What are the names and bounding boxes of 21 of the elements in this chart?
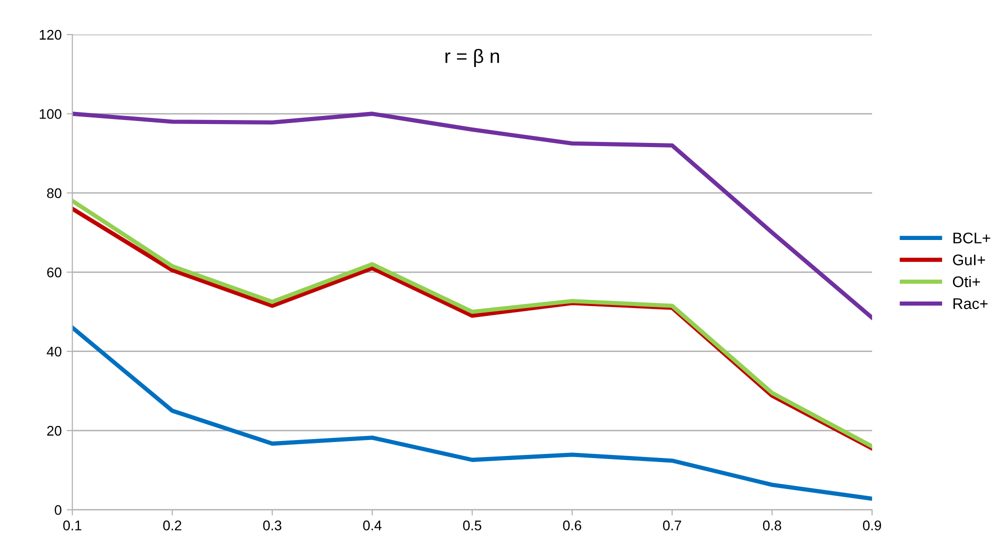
x-tick-label: 0.8 [763,520,782,530]
y-tick-label: 80 [47,188,62,198]
y-tick-label: 0 [54,505,62,515]
x-tick-label: 0.7 [663,520,682,530]
text: r = β n [445,48,499,67]
y-tick-label: 60 [47,267,62,278]
legend-label: Rac+ [953,298,988,310]
x-tick-label: 0.5 [463,520,482,530]
x-tick-label: 0.2 [163,520,182,530]
x-tick-label: 0.4 [363,520,382,530]
x-tick-label: 0.6 [563,520,582,530]
legend-label: Oti+ [952,276,980,288]
x-tick-label: 0.9 [862,520,882,530]
x-tick-label: 0.3 [263,520,282,530]
legend-label: GuI+ [953,254,986,266]
y-tick-label: 20 [47,426,62,436]
y-tick-label: 100 [40,109,62,119]
y-tick-label: 120 [40,30,62,40]
legend-label: BCL+ [953,232,990,244]
x-tick-label: 0.1 [63,520,82,530]
y-tick-label: 40 [46,346,62,357]
